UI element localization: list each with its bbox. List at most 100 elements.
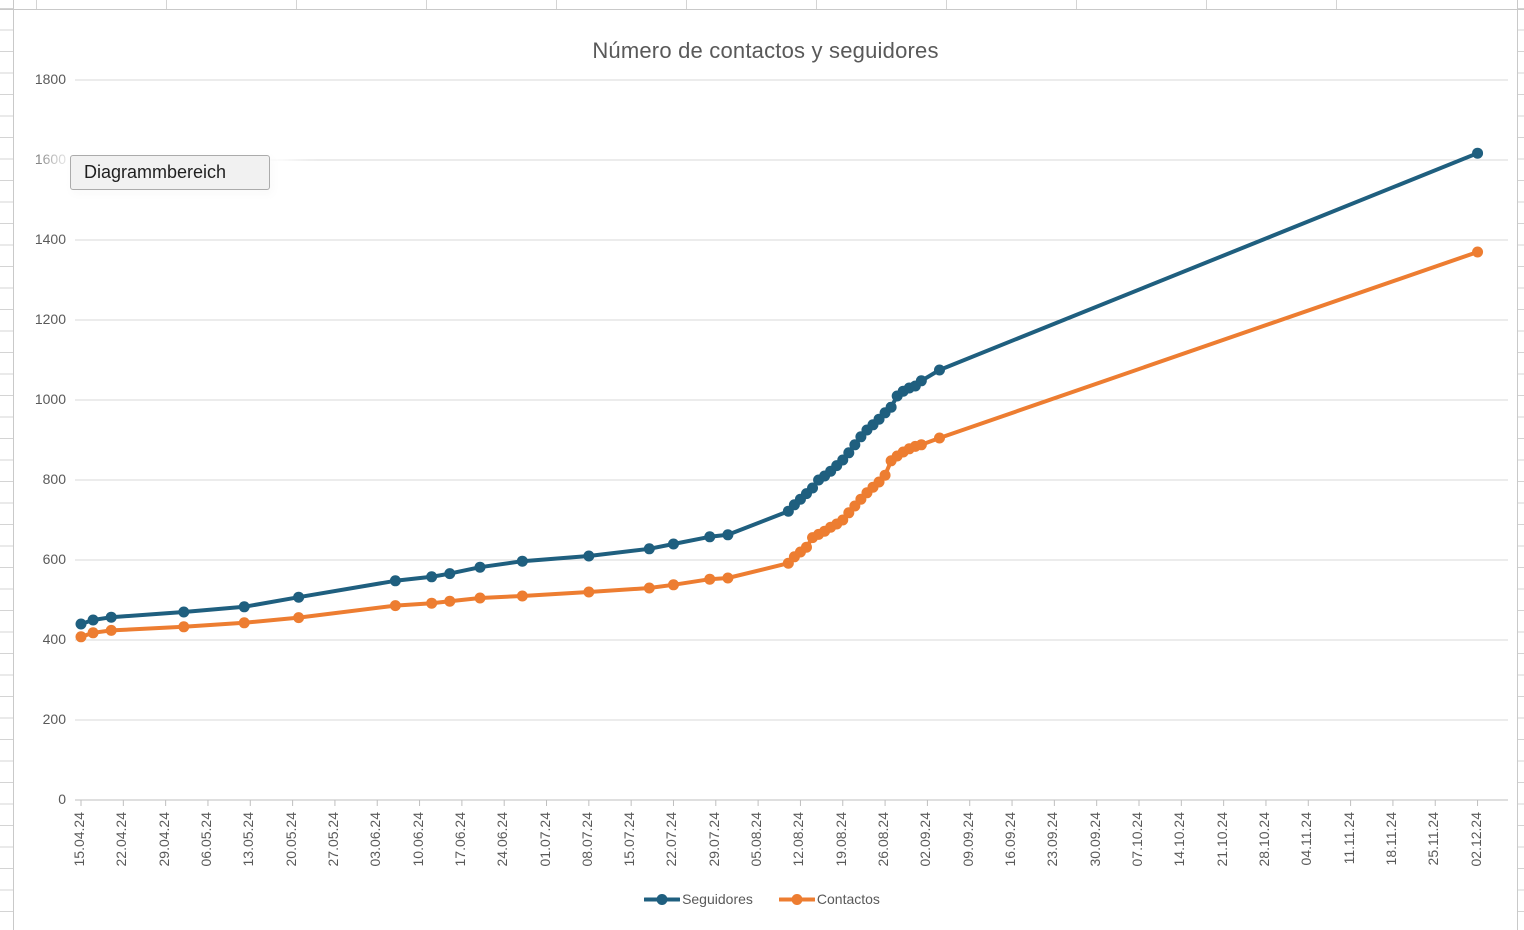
data-point-contactos[interactable]: [293, 612, 305, 624]
y-tick-label: 200: [42, 711, 66, 727]
x-tick-label: 06.05.24: [197, 812, 214, 867]
data-point-seguidores[interactable]: [722, 529, 734, 541]
data-point-contactos[interactable]: [516, 590, 528, 602]
data-point-contactos[interactable]: [643, 582, 655, 594]
data-point-seguidores[interactable]: [933, 364, 945, 376]
data-point-seguidores[interactable]: [516, 555, 528, 567]
data-point-seguidores[interactable]: [1472, 147, 1484, 159]
data-point-seguidores[interactable]: [885, 401, 897, 413]
data-point-contactos[interactable]: [389, 600, 401, 612]
x-tick-label: 08.07.24: [578, 812, 595, 867]
x-tick-label: 29.07.24: [705, 812, 722, 867]
x-tick-label: 03.06.24: [367, 812, 384, 867]
data-point-seguidores[interactable]: [843, 447, 855, 459]
x-tick-label: 02.12.24: [1467, 812, 1484, 867]
x-tick-label: 17.06.24: [451, 812, 468, 867]
x-tick-label: 10.06.24: [409, 812, 426, 867]
data-point-seguidores[interactable]: [426, 571, 438, 583]
legend-label: Seguidores: [682, 891, 753, 907]
series-line-contactos[interactable]: [79, 250, 1480, 639]
x-tick-label: 27.05.24: [324, 812, 341, 867]
spreadsheet-grid-top: [0, 0, 1524, 10]
data-point-contactos[interactable]: [474, 592, 486, 604]
data-point-contactos[interactable]: [800, 541, 812, 553]
data-point-seguidores[interactable]: [667, 538, 679, 550]
data-point-contactos[interactable]: [105, 624, 117, 636]
x-tick-label: 09.09.24: [959, 812, 976, 867]
data-point-seguidores[interactable]: [643, 543, 655, 555]
x-tick-label: 26.08.24: [875, 812, 892, 867]
data-point-seguidores[interactable]: [444, 568, 456, 580]
x-tick-label: 30.09.24: [1086, 812, 1103, 867]
data-point-seguidores[interactable]: [178, 606, 190, 618]
x-tick-label: 07.10.24: [1129, 812, 1145, 867]
data-point-contactos[interactable]: [879, 469, 891, 481]
x-tick-label: 13.05.24: [240, 812, 257, 867]
data-point-seguidores[interactable]: [105, 611, 117, 623]
legend: Seguidores Contactos: [0, 891, 1524, 907]
data-point-contactos[interactable]: [722, 572, 734, 584]
x-tick-label: 14.10.24: [1171, 812, 1188, 867]
data-point-seguidores[interactable]: [807, 482, 819, 494]
data-point-seguidores[interactable]: [238, 601, 250, 613]
chart-title: Número de contactos y seguidores: [592, 38, 939, 63]
data-point-seguidores[interactable]: [389, 575, 401, 587]
x-tick-label: 04.11.24: [1298, 812, 1315, 866]
data-point-seguidores[interactable]: [75, 618, 87, 630]
y-tick-label: 0: [58, 791, 66, 807]
data-point-contactos[interactable]: [87, 627, 99, 639]
spreadsheet-grid-right: [1517, 0, 1524, 930]
legend-marker-icon: [644, 893, 681, 905]
chart-area-tooltip: Diagrammbereich: [70, 155, 270, 190]
x-tick-label: 19.08.24: [832, 812, 849, 867]
data-point-contactos[interactable]: [426, 597, 438, 609]
x-tick-label: 02.09.24: [917, 812, 934, 867]
data-point-seguidores[interactable]: [915, 375, 927, 387]
legend-item-seguidores[interactable]: Seguidores: [644, 891, 753, 907]
x-tick-label: 15.07.24: [621, 812, 638, 867]
x-tick-label: 24.06.24: [494, 812, 511, 867]
y-tick-label: 1600: [34, 151, 66, 167]
data-point-contactos[interactable]: [915, 439, 927, 451]
x-tick-label: 21.10.24: [1213, 812, 1230, 867]
x-tick-label: 16.09.24: [1002, 812, 1019, 867]
spreadsheet-grid-left: [0, 0, 14, 930]
data-point-seguidores[interactable]: [474, 561, 486, 573]
data-point-contactos[interactable]: [667, 579, 679, 591]
x-tick-label: 23.09.24: [1044, 812, 1061, 867]
data-point-seguidores[interactable]: [583, 550, 595, 562]
data-point-contactos[interactable]: [75, 631, 87, 643]
data-point-contactos[interactable]: [837, 514, 849, 526]
data-point-seguidores[interactable]: [293, 591, 305, 603]
data-point-contactos[interactable]: [583, 586, 595, 598]
data-point-contactos[interactable]: [704, 573, 716, 585]
data-point-contactos[interactable]: [238, 617, 250, 629]
legend-marker-icon: [778, 893, 815, 905]
series-line-seguidores[interactable]: [79, 151, 1480, 626]
data-point-contactos[interactable]: [1472, 246, 1484, 258]
y-tick-label: 1000: [34, 391, 66, 407]
x-tick-label: 22.04.24: [113, 812, 130, 867]
x-tick-label: 25.11.24: [1425, 812, 1442, 866]
x-tick-label: 11.11.24: [1340, 812, 1357, 865]
x-tick-label: 05.08.24: [748, 812, 765, 867]
x-tick-label: 29.04.24: [155, 812, 172, 867]
x-tick-label: 28.10.24: [1255, 812, 1272, 867]
data-point-contactos[interactable]: [444, 595, 456, 607]
data-point-seguidores[interactable]: [837, 454, 849, 466]
x-tick-label: 12.08.24: [790, 812, 807, 867]
legend-label: Contactos: [816, 891, 880, 907]
x-tick-label: 15.04.24: [71, 812, 87, 867]
y-tick-label: 1400: [34, 231, 66, 247]
data-point-contactos[interactable]: [178, 621, 190, 633]
data-point-contactos[interactable]: [933, 432, 945, 444]
data-point-seguidores[interactable]: [704, 531, 716, 543]
y-tick-label: 800: [42, 471, 66, 487]
data-point-seguidores[interactable]: [849, 439, 861, 451]
y-tick-label: 1200: [34, 311, 66, 327]
y-tick-label: 600: [42, 551, 66, 567]
y-tick-label: 400: [42, 631, 66, 647]
legend-item-contactos[interactable]: Contactos: [778, 891, 880, 907]
data-point-seguidores[interactable]: [87, 614, 99, 626]
